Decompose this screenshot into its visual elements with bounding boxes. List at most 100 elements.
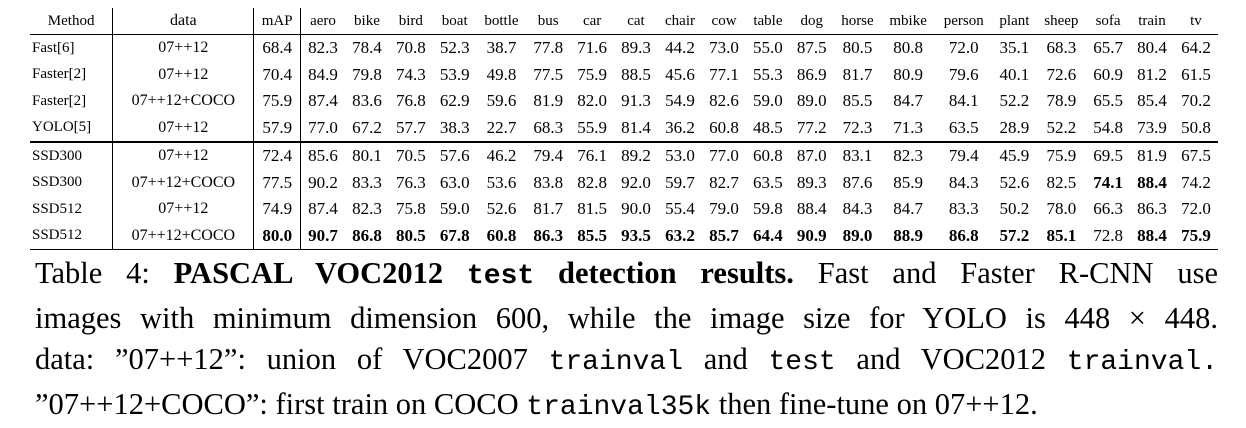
column-header: person (935, 8, 992, 35)
caption-code: trainval (549, 347, 683, 378)
caption: Table 4: PASCAL VOC2012 test detection r… (35, 253, 1218, 428)
score-cell: 82.6 (702, 88, 746, 115)
score-cell: 79.4 (935, 142, 992, 170)
score-cell: 71.6 (570, 35, 614, 62)
score-cell: 73.9 (1130, 115, 1174, 143)
score-cell: 50.2 (992, 196, 1036, 223)
score-cell: 73.0 (702, 35, 746, 62)
column-header: car (570, 8, 614, 35)
score-cell: 77.2 (790, 115, 834, 143)
score-cell: 55.0 (746, 35, 790, 62)
score-cell: 75.9 (1037, 142, 1087, 170)
score-cell: 53.0 (658, 142, 702, 170)
caption-text: and VOC2012 (836, 342, 1067, 376)
caption-text: images with minimum dimension 600, while… (35, 301, 1218, 335)
score-cell: 85.5 (570, 223, 614, 250)
score-cell: 89.0 (790, 88, 834, 115)
score-cell: 64.4 (746, 223, 790, 250)
score-cell: 87.0 (790, 142, 834, 170)
score-cell: 84.7 (881, 196, 935, 223)
score-cell: 81.9 (526, 88, 570, 115)
caption-bold: detection results. (534, 256, 794, 290)
column-header: mbike (881, 8, 935, 35)
score-cell: 35.1 (992, 35, 1036, 62)
score-cell: 81.7 (526, 196, 570, 223)
score-cell: 82.0 (570, 88, 614, 115)
method-cell: SSD300 (30, 170, 113, 197)
column-header: boat (433, 8, 477, 35)
score-cell: 55.4 (658, 196, 702, 223)
data-cell: 07++12 (113, 62, 254, 89)
score-cell: 67.8 (433, 223, 477, 250)
column-header: plant (992, 8, 1036, 35)
score-cell: 75.8 (389, 196, 433, 223)
column-header: sheep (1037, 8, 1087, 35)
caption-line: images with minimum dimension 600, while… (35, 298, 1218, 340)
score-cell: 83.8 (526, 170, 570, 197)
score-cell: 57.7 (389, 115, 433, 143)
score-cell: 63.0 (433, 170, 477, 197)
score-cell: 63.5 (935, 115, 992, 143)
score-cell: 87.5 (790, 35, 834, 62)
column-header: bottle (477, 8, 527, 35)
score-cell: 60.8 (746, 142, 790, 170)
score-cell: 45.6 (658, 62, 702, 89)
score-cell: 59.0 (433, 196, 477, 223)
score-cell: 81.7 (834, 62, 881, 89)
score-cell: 80.5 (389, 223, 433, 250)
score-cell: 77.8 (526, 35, 570, 62)
score-cell: 50.8 (1174, 115, 1218, 143)
score-cell: 82.3 (301, 35, 346, 62)
score-cell: 59.6 (477, 88, 527, 115)
method-cell: Faster[2] (30, 88, 113, 115)
caption-text: and (683, 342, 768, 376)
score-cell: 84.7 (881, 88, 935, 115)
score-cell: 78.9 (1037, 88, 1087, 115)
caption-line: ”07++12+COCO”: first train on COCO train… (35, 384, 1218, 428)
column-header: bike (345, 8, 389, 35)
score-cell: 86.3 (526, 223, 570, 250)
score-cell: 80.0 (254, 223, 301, 250)
score-cell: 59.0 (746, 88, 790, 115)
score-cell: 65.5 (1086, 88, 1130, 115)
score-cell: 82.3 (345, 196, 389, 223)
column-header: sofa (1086, 8, 1130, 35)
caption-text: Fast and Faster R-CNN use (794, 256, 1218, 290)
column-header: tv (1174, 8, 1218, 35)
score-cell: 60.8 (702, 115, 746, 143)
score-cell: 82.7 (702, 170, 746, 197)
score-cell: 59.8 (746, 196, 790, 223)
score-cell: 70.2 (1174, 88, 1218, 115)
score-cell: 80.4 (1130, 35, 1174, 62)
caption-text: ”07++12+COCO”: first train on COCO (35, 387, 526, 421)
score-cell: 60.9 (1086, 62, 1130, 89)
score-cell: 83.1 (834, 142, 881, 170)
score-cell: 81.5 (570, 196, 614, 223)
score-cell: 80.5 (834, 35, 881, 62)
score-cell: 77.5 (254, 170, 301, 197)
score-cell: 72.8 (1086, 223, 1130, 250)
score-cell: 44.2 (658, 35, 702, 62)
data-cell: 07++12+COCO (113, 170, 254, 197)
score-cell: 90.9 (790, 223, 834, 250)
score-cell: 89.3 (614, 35, 658, 62)
score-cell: 80.8 (881, 35, 935, 62)
method-cell: Faster[2] (30, 62, 113, 89)
score-cell: 88.4 (1130, 170, 1174, 197)
score-cell: 83.6 (345, 88, 389, 115)
score-cell: 59.7 (658, 170, 702, 197)
score-cell: 69.5 (1086, 142, 1130, 170)
caption-line: data: ”07++12”: union of VOC2007 trainva… (35, 339, 1218, 384)
score-cell: 38.7 (477, 35, 527, 62)
caption-code: trainval. (1067, 347, 1218, 378)
score-cell: 57.6 (433, 142, 477, 170)
score-cell: 84.9 (301, 62, 346, 89)
score-cell: 91.3 (614, 88, 658, 115)
data-cell: 07++12 (113, 35, 254, 62)
